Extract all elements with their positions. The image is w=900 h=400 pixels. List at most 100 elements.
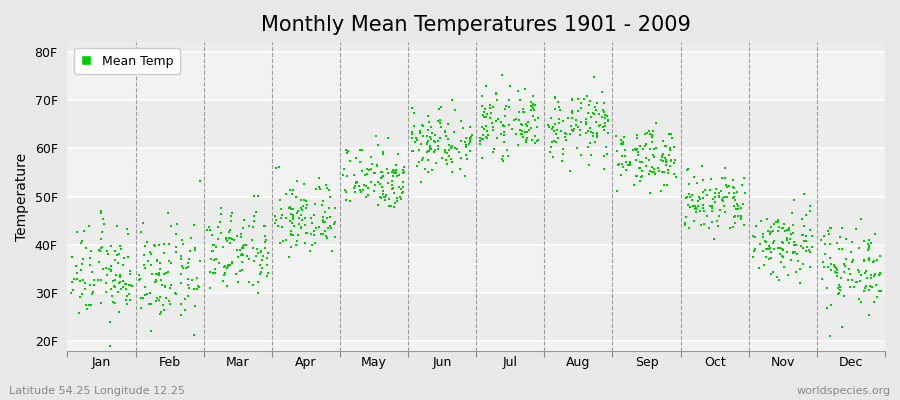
- Point: [823, 333, 837, 339]
- Point: [731, 212, 745, 219]
- Point: [762, 245, 777, 252]
- Point: [150, 257, 165, 263]
- Point: [115, 277, 130, 284]
- Point: [490, 91, 504, 98]
- Point: [669, 174, 683, 180]
- Point: [786, 229, 800, 236]
- Point: [769, 219, 783, 225]
- Point: [530, 124, 544, 130]
- Point: [796, 232, 810, 238]
- Point: [643, 131, 657, 137]
- Point: [500, 147, 515, 154]
- Point: [100, 248, 114, 254]
- Point: [597, 166, 611, 173]
- Point: [152, 297, 166, 303]
- Point: [786, 250, 800, 256]
- Point: [707, 189, 722, 196]
- Point: [580, 110, 595, 116]
- Point: [712, 190, 726, 196]
- Point: [789, 242, 804, 248]
- Point: [71, 310, 86, 316]
- Point: [579, 116, 593, 122]
- Point: [274, 224, 289, 230]
- Point: [91, 276, 105, 283]
- Point: [651, 165, 665, 171]
- Point: [431, 146, 446, 152]
- Point: [108, 248, 122, 254]
- Point: [364, 154, 378, 160]
- Point: [134, 229, 148, 236]
- Point: [248, 258, 262, 265]
- Point: [440, 150, 454, 156]
- Point: [349, 179, 364, 185]
- Point: [549, 138, 563, 145]
- Point: [773, 250, 788, 257]
- Point: [149, 295, 164, 302]
- Point: [395, 167, 410, 173]
- Point: [597, 109, 611, 115]
- Point: [424, 146, 438, 152]
- Point: [520, 119, 535, 125]
- Point: [268, 217, 283, 223]
- Point: [779, 236, 794, 243]
- Point: [234, 252, 248, 258]
- Point: [181, 282, 195, 289]
- Point: [315, 202, 329, 208]
- Point: [780, 235, 795, 242]
- Point: [781, 240, 796, 246]
- Point: [158, 282, 172, 289]
- Point: [830, 267, 844, 274]
- Point: [316, 230, 330, 237]
- Point: [122, 282, 137, 288]
- Point: [649, 120, 663, 126]
- Point: [660, 181, 674, 188]
- Point: [272, 164, 286, 170]
- Point: [449, 146, 464, 152]
- Point: [120, 293, 134, 299]
- Point: [396, 189, 410, 196]
- Point: [75, 291, 89, 298]
- Point: [121, 230, 135, 237]
- Point: [752, 264, 766, 271]
- Point: [152, 270, 166, 276]
- Point: [297, 181, 311, 188]
- Point: [630, 146, 644, 152]
- Point: [188, 246, 202, 253]
- Point: [260, 250, 274, 256]
- Point: [586, 133, 600, 140]
- Point: [318, 209, 332, 215]
- Point: [564, 127, 579, 134]
- Point: [414, 140, 428, 147]
- Point: [353, 187, 367, 194]
- Point: [734, 182, 749, 188]
- Point: [374, 195, 388, 201]
- Point: [295, 217, 310, 223]
- Point: [693, 196, 707, 202]
- Point: [381, 135, 395, 141]
- Point: [515, 128, 529, 134]
- Point: [822, 231, 836, 238]
- Point: [175, 263, 189, 270]
- Point: [482, 132, 496, 138]
- Point: [412, 130, 427, 136]
- Point: [609, 133, 624, 140]
- Point: [827, 262, 842, 269]
- Point: [786, 222, 800, 228]
- Point: [258, 233, 273, 239]
- Point: [485, 120, 500, 126]
- Point: [79, 302, 94, 308]
- Point: [646, 152, 661, 158]
- Point: [688, 203, 702, 210]
- Point: [688, 206, 703, 212]
- Point: [761, 228, 776, 234]
- Point: [499, 106, 513, 112]
- Point: [249, 208, 264, 215]
- Point: [610, 188, 625, 194]
- Point: [107, 284, 122, 290]
- Point: [347, 189, 362, 196]
- Point: [462, 141, 476, 148]
- Point: [298, 222, 312, 228]
- Point: [734, 205, 748, 212]
- Point: [482, 102, 497, 108]
- Point: [586, 130, 600, 136]
